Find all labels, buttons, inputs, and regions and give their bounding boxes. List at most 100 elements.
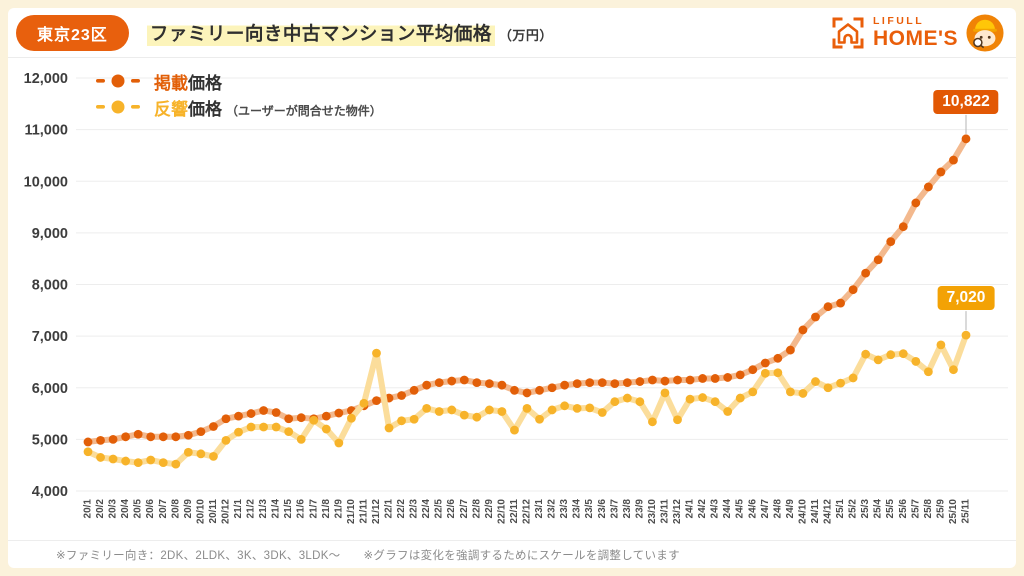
chart-legend: 掲載価格 反響価格 （ユーザーが問合せた物件） — [96, 68, 382, 120]
data-point — [196, 427, 206, 437]
logo-wordmark: LIFULL HOME'S — [873, 16, 958, 50]
x-tick-label: 25/3 — [860, 499, 871, 519]
x-tick-label: 21/12 — [371, 499, 382, 524]
data-point — [773, 353, 783, 363]
data-point — [961, 134, 971, 144]
data-point — [334, 438, 344, 448]
x-tick-label: 20/2 — [95, 499, 106, 519]
data-point — [171, 432, 181, 442]
value-label-listed-price: 10,822 — [933, 89, 999, 115]
data-point — [384, 393, 394, 403]
data-point — [673, 415, 682, 425]
x-tick-label: 24/4 — [722, 499, 733, 519]
data-point — [949, 365, 958, 375]
data-point — [246, 409, 256, 418]
data-point — [685, 394, 695, 404]
region-badge: 東京23区 — [16, 14, 129, 51]
y-tick-label: 12,000 — [24, 71, 68, 87]
title-text: ファミリー向き中古マンション平均価格 — [146, 20, 495, 46]
x-tick-label: 25/2 — [848, 499, 859, 519]
data-point — [183, 430, 193, 440]
data-point — [296, 413, 306, 423]
data-point — [422, 404, 432, 413]
data-point — [635, 397, 645, 407]
data-point — [133, 429, 143, 439]
data-point — [334, 408, 344, 418]
data-point — [535, 385, 544, 395]
x-tick-label: 23/6 — [597, 499, 608, 519]
legend-label-em: 掲載 — [154, 73, 188, 93]
x-tick-label: 23/2 — [547, 499, 558, 519]
x-tick-label: 21/3 — [258, 499, 269, 519]
data-point — [409, 414, 419, 424]
x-tick-label: 22/4 — [421, 499, 432, 519]
data-point — [522, 388, 532, 398]
logo-brand-top: LIFULL — [872, 14, 925, 27]
x-tick-label: 24/7 — [760, 499, 771, 519]
data-point — [861, 349, 871, 359]
data-point — [748, 365, 758, 375]
data-point — [898, 349, 908, 359]
data-point — [911, 198, 921, 208]
data-point — [108, 454, 118, 464]
data-point — [798, 389, 808, 398]
legend-item-listed-price: 掲載価格 — [96, 68, 382, 94]
data-point — [622, 393, 632, 403]
x-tick-label: 23/10 — [647, 499, 658, 524]
data-point — [923, 182, 933, 192]
data-point — [372, 348, 381, 358]
data-point — [409, 385, 419, 395]
y-tick-label: 5,000 — [32, 432, 68, 448]
data-point — [271, 408, 281, 417]
y-tick-label: 6,000 — [32, 381, 68, 397]
data-point — [760, 368, 770, 378]
x-tick-label: 20/10 — [195, 499, 206, 524]
x-tick-label: 23/11 — [659, 499, 670, 524]
x-tick-label: 21/2 — [246, 499, 257, 519]
data-point — [572, 379, 582, 389]
data-point — [459, 410, 469, 420]
x-tick-label: 25/7 — [910, 499, 921, 519]
data-point — [209, 422, 218, 431]
x-tick-label: 24/3 — [710, 499, 721, 519]
data-point — [572, 404, 582, 413]
x-tick-label: 25/1 — [835, 499, 846, 519]
data-point — [848, 285, 858, 295]
data-point — [196, 449, 206, 459]
x-tick-label: 20/7 — [158, 499, 169, 519]
data-point — [811, 312, 820, 322]
data-point — [83, 437, 93, 447]
x-tick-label: 21/7 — [308, 499, 319, 519]
y-tick-label: 7,000 — [32, 329, 68, 345]
x-tick-label: 24/12 — [823, 499, 834, 524]
data-point — [560, 380, 570, 390]
data-point — [133, 458, 143, 468]
x-tick-label: 24/6 — [747, 499, 758, 519]
data-point — [472, 412, 482, 422]
data-point — [422, 380, 432, 390]
footnote-scale: ※グラフは変化を強調するためにスケールを調整しています — [363, 549, 680, 562]
y-tick-label: 9,000 — [32, 226, 68, 242]
data-point — [610, 397, 620, 407]
x-tick-label: 24/8 — [772, 499, 783, 519]
data-point — [497, 407, 507, 416]
x-tick-label: 22/6 — [446, 499, 457, 519]
data-point — [811, 377, 820, 386]
data-point — [83, 447, 93, 457]
data-point — [397, 416, 406, 426]
data-point — [547, 383, 557, 393]
data-point — [246, 422, 256, 432]
data-point — [259, 406, 268, 415]
value-label-inquiry-price: 7,020 — [937, 286, 995, 311]
lifull-house-icon — [832, 17, 864, 48]
data-point — [610, 379, 620, 389]
y-tick-label: 11,000 — [24, 123, 68, 139]
title-unit: （万円） — [498, 27, 553, 43]
data-point — [234, 411, 243, 421]
x-tick-label: 21/1 — [233, 499, 244, 519]
data-point — [347, 413, 356, 423]
data-point — [484, 405, 494, 415]
x-tick-label: 23/12 — [672, 499, 683, 524]
data-point — [96, 436, 105, 445]
data-point — [510, 425, 519, 435]
